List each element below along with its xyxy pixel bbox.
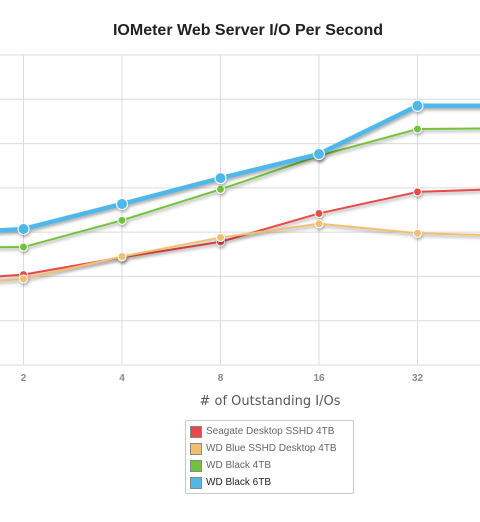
data-point [19, 242, 28, 252]
legend-label: WD Black 6TB [206, 477, 272, 488]
data-point [117, 252, 127, 261]
x-tick-label: 2 [21, 373, 27, 384]
legend-swatch [190, 459, 202, 472]
series-line [0, 103, 480, 233]
legend-item[interactable]: WD Black 6TB [190, 474, 353, 491]
legend: Seagate Desktop SSHD 4TB WD Blue SSHD De… [185, 420, 354, 494]
legend-label: WD Black 4TB [206, 460, 272, 471]
legend-swatch [190, 476, 202, 489]
data-point [413, 124, 422, 134]
data-point [214, 172, 227, 185]
legend-swatch [190, 442, 202, 455]
legend-label: WD Blue SSHD Desktop 4TB [206, 443, 337, 454]
series-lines [0, 99, 480, 284]
data-point [216, 184, 225, 194]
data-point [314, 208, 324, 218]
x-tick-label: 8 [218, 373, 224, 384]
series-2 [0, 124, 480, 252]
data-point [19, 274, 28, 284]
x-axis-label: # of Outstanding I/Os [199, 394, 340, 409]
data-point [411, 99, 424, 112]
x-tick-labels: 2 4 8 16 32 [21, 373, 424, 384]
data-point [116, 197, 128, 210]
legend-item[interactable]: Seagate Desktop SSHD 4TB [190, 423, 353, 440]
legend-item[interactable]: WD Blue SSHD Desktop 4TB [190, 440, 353, 457]
legend-item[interactable]: WD Black 4TB [190, 457, 353, 474]
legend-swatch [190, 425, 202, 438]
x-tick-label: 4 [119, 373, 125, 384]
data-point [17, 222, 30, 235]
data-point [313, 148, 325, 161]
data-point [117, 215, 127, 225]
x-tick-label: 16 [313, 373, 325, 384]
grid [0, 54, 480, 366]
series-1 [0, 219, 480, 284]
data-point [216, 233, 225, 243]
data-point [413, 187, 422, 197]
chart-title: IOMeter Web Server I/O Per Second [113, 22, 383, 39]
series-3 [0, 99, 480, 235]
data-point [314, 219, 324, 229]
data-point [413, 228, 422, 238]
x-tick-label: 32 [412, 373, 424, 384]
legend-label: Seagate Desktop SSHD 4TB [206, 426, 335, 437]
